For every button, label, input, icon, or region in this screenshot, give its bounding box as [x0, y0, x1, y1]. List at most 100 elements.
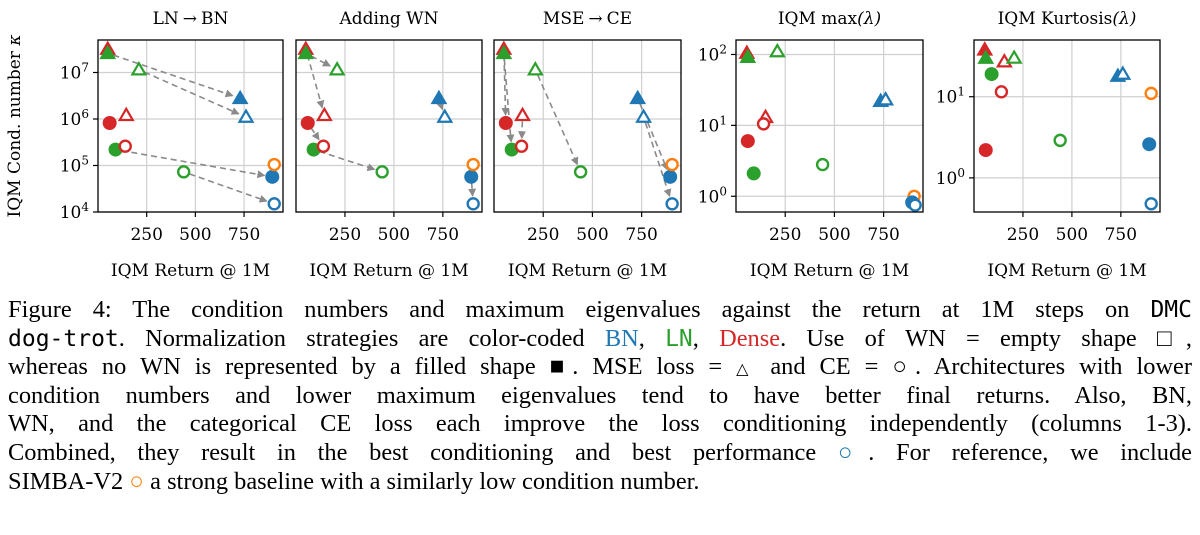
data-point-circle — [984, 67, 999, 82]
y-tick-label: 102 — [698, 42, 727, 65]
transition-arrow — [310, 55, 331, 67]
data-point-triangle — [629, 89, 647, 105]
legend-dense: Dense — [719, 324, 781, 352]
y-tick-label: 100 — [698, 184, 727, 207]
legend-bn: BN — [604, 324, 639, 352]
data-point-circle — [265, 169, 280, 184]
data-point-triangle — [117, 106, 135, 122]
orange-circle-icon: ○ — [123, 467, 145, 495]
axes-frame — [295, 39, 483, 213]
x-tick-label: 250 — [130, 225, 162, 245]
x-tick-label: 500 — [1056, 225, 1088, 245]
y-tick-label: 107 — [60, 61, 89, 84]
caption-line-4: condition numbers and lower maximum eige… — [8, 381, 1192, 409]
x-tick-label: 250 — [527, 225, 559, 245]
data-point-triangle — [328, 60, 346, 76]
panel-1: 250 500 750 104 105 106 107 IQM Return @ 1M LN → B… — [5, 9, 284, 281]
x-tick-label: 750 — [625, 225, 657, 245]
data-point-circle — [466, 157, 480, 172]
data-point-circle — [746, 166, 761, 181]
y-tick-label: 100 — [936, 166, 965, 189]
transition-arrow — [518, 121, 527, 140]
transition-arrow — [503, 59, 515, 143]
panel-title: Adding WN — [338, 9, 438, 29]
transition-arrow — [121, 149, 266, 179]
x-tick-label: 250 — [1007, 225, 1039, 245]
data-point-triangle — [315, 106, 333, 122]
transition-arrow — [189, 173, 268, 203]
data-point-circle — [1144, 86, 1158, 101]
caption-line-6: Combined, they result in the best condit… — [8, 438, 1192, 466]
x-tick-label: 750 — [228, 225, 260, 245]
data-point-circle — [267, 157, 281, 172]
data-point-circle — [176, 165, 191, 179]
data-point-triangle — [526, 60, 544, 76]
x-axis-label: IQM Return @ 1M — [508, 261, 667, 281]
data-point-circle — [994, 85, 1009, 99]
axes-frame — [97, 39, 284, 213]
panel-2: 250 500 750 IQM Return @ 1M Adding WN — [295, 9, 483, 281]
data-point-circle — [663, 169, 678, 184]
caption-line-1: Figure 4: The condition numbers and maxi… — [8, 296, 1192, 323]
transition-arrow — [306, 54, 325, 109]
data-point-triangle — [237, 108, 255, 123]
data-point-triangle — [768, 42, 786, 58]
x-axis-label: IQM Return @ 1M — [750, 261, 909, 281]
data-point-circle — [815, 157, 830, 172]
y-tick-label: 101 — [698, 113, 727, 136]
data-point-triangle — [436, 108, 454, 123]
y-tick-label: 105 — [60, 154, 89, 177]
figure-4-charts: 250 500 750 104 105 106 107 IQM Return @ 1M LN → B… — [5, 9, 1161, 281]
data-point-triangle — [231, 89, 249, 105]
data-point-circle — [118, 139, 132, 153]
panel-3: 250 500 750 IQM Return @ 1M MSE → CE — [493, 9, 682, 281]
x-tick-label: 500 — [818, 225, 850, 245]
axes-frame — [973, 39, 1161, 213]
transition-arrow — [113, 54, 234, 98]
transition-arrow — [644, 122, 672, 198]
data-point-circle — [573, 165, 588, 179]
transition-arrow — [319, 150, 376, 172]
x-tick-label: 500 — [179, 225, 211, 245]
blue-circle-icon: ○ — [837, 438, 869, 466]
caption-line-2: dog-trot. Normalization strategies are c… — [8, 324, 1192, 352]
panel-5: 250 500 750 100 101 IQM Return @ 1M IQM Kurtos… — [936, 9, 1161, 281]
data-point-circle — [102, 116, 117, 131]
axes-frame — [493, 39, 682, 213]
x-tick-label: 750 — [1105, 225, 1137, 245]
data-point-circle — [1144, 197, 1158, 211]
data-point-triangle — [1005, 49, 1023, 64]
data-point-circle — [464, 169, 479, 184]
panel-4: 250 500 750 100 101 102 IQM Return @ 1M IQM max… — [698, 9, 924, 281]
panel-title: IQM Kurtosis(λ) — [998, 9, 1137, 29]
data-point-circle — [740, 134, 755, 149]
data-point-triangle — [514, 106, 531, 122]
transition-arrow — [468, 182, 477, 197]
data-point-circle — [300, 116, 315, 131]
data-point-triangle — [635, 108, 653, 123]
data-point-circle — [375, 165, 389, 179]
y-tick-label: 106 — [60, 107, 89, 130]
x-tick-label: 250 — [769, 225, 801, 245]
data-point-circle — [267, 197, 281, 211]
y-tick-label: 101 — [936, 85, 965, 108]
x-tick-label: 750 — [867, 225, 899, 245]
panel-title: MSE → CE — [543, 9, 632, 29]
x-axis-label: IQM Return @ 1M — [111, 261, 270, 281]
x-tick-label: 500 — [378, 225, 410, 245]
data-point-circle — [978, 143, 993, 158]
circle-icon: ○ — [892, 353, 916, 381]
data-point-triangle — [1114, 65, 1132, 80]
data-point-circle — [1142, 137, 1157, 152]
data-point-triangle — [99, 44, 117, 60]
data-point-circle — [756, 117, 771, 131]
data-point-circle — [665, 157, 679, 172]
data-point-triangle — [977, 49, 995, 64]
panel-title: LN → BN — [153, 9, 229, 29]
data-point-triangle — [495, 44, 513, 60]
data-point-triangle — [130, 60, 148, 76]
data-point-triangle — [739, 48, 757, 63]
transition-arrow — [436, 101, 445, 111]
data-point-circle — [665, 197, 679, 211]
data-point-triangle — [430, 89, 448, 105]
